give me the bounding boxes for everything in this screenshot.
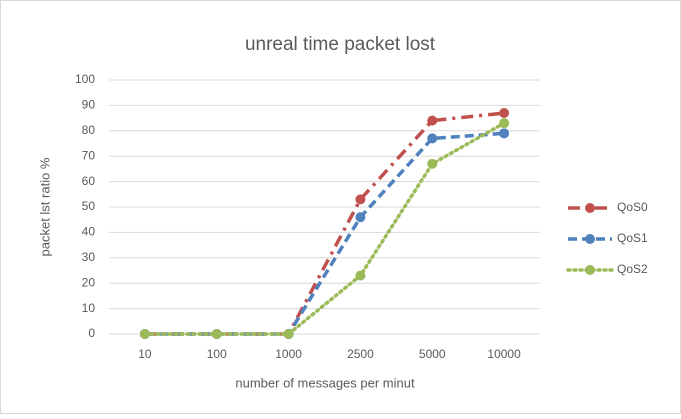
series-line <box>143 121 506 336</box>
chart-title: unreal time packet lost <box>245 34 436 55</box>
y-tick-label: 20 <box>82 275 96 289</box>
x-tick-label: 1000 <box>275 347 302 361</box>
data-point <box>139 329 150 339</box>
data-point <box>355 212 366 223</box>
y-tick-label: 0 <box>88 326 95 340</box>
y-tick-label: 90 <box>82 98 96 112</box>
legend-label: QoS1 <box>617 231 648 245</box>
y-tick-label: 40 <box>82 225 96 239</box>
data-point <box>499 118 510 129</box>
data-point <box>355 194 366 205</box>
data-point <box>283 329 294 339</box>
x-axis-label: number of messages per minut <box>235 375 415 390</box>
x-tick-label: 2500 <box>347 347 374 361</box>
y-tick-label: 50 <box>82 199 96 213</box>
legend-marker <box>585 234 595 244</box>
y-tick-label: 10 <box>82 301 96 315</box>
legend-label: QoS2 <box>617 262 648 276</box>
x-tick-label: 5000 <box>419 347 446 361</box>
y-tick-label: 80 <box>82 123 96 137</box>
legend-marker <box>585 203 595 213</box>
legend-marker <box>585 265 595 275</box>
data-point <box>499 108 510 119</box>
y-axis-label: packet lst ratio % <box>37 157 52 256</box>
y-tick-label: 100 <box>75 72 95 86</box>
data-point <box>355 270 366 281</box>
data-point <box>427 158 438 169</box>
legend-label: QoS0 <box>617 200 648 214</box>
data-point <box>427 133 438 144</box>
y-tick-label: 70 <box>82 148 96 162</box>
x-tick-label: 10000 <box>487 347 521 361</box>
data-point <box>499 128 510 139</box>
x-tick-label: 10 <box>138 347 152 361</box>
y-tick-label: 30 <box>82 250 96 264</box>
y-tick-label: 60 <box>82 174 96 188</box>
data-point <box>211 329 222 339</box>
x-tick-label: 100 <box>207 347 227 361</box>
data-point <box>427 115 438 126</box>
